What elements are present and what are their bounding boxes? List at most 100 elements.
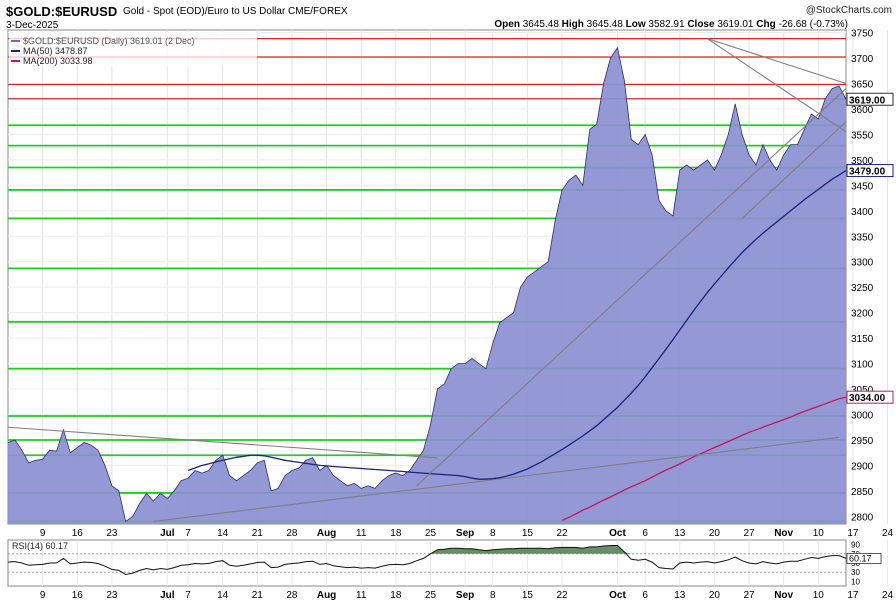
chart-description: Gold - Spot (EOD)/Euro to US Dollar CME/…: [123, 6, 348, 17]
x-tick-label: 25: [425, 590, 437, 601]
y-tick-label: 3450: [851, 181, 874, 192]
trendlines: [7, 38, 847, 522]
chart-title: $GOLD:$EURUSD: [6, 4, 118, 19]
x-tick-label: 25: [425, 528, 437, 539]
y-tick-label: 3300: [851, 258, 874, 269]
x-tick-label: 20: [709, 590, 721, 601]
x-tick-label: 9: [40, 528, 46, 539]
y-tick-label: 3050: [851, 385, 874, 396]
x-tick-label: 8: [490, 590, 496, 601]
rsi-y-tick: 30: [851, 568, 860, 577]
rsi-y-tick: 10: [851, 577, 860, 586]
x-tick-label: Jul: [160, 528, 175, 539]
trendline: [741, 121, 847, 219]
trendline: [153, 436, 840, 522]
y-tick-label: 3350: [851, 232, 874, 243]
legend-label: $GOLD:$EURUSD (Daily) 3619.01 (2 Dec): [23, 36, 195, 46]
y-tick-label: 2900: [851, 461, 874, 472]
x-tick-label: 27: [743, 590, 755, 601]
legend: $GOLD:$EURUSD (Daily) 3619.01 (2 Dec)MA(…: [9, 32, 257, 66]
x-tick-label: Oct: [609, 528, 626, 539]
x-tick-label: 22: [556, 528, 568, 539]
y-tick-label: 3700: [851, 54, 874, 65]
trendline: [707, 38, 847, 133]
x-tick-label: Aug: [317, 528, 336, 539]
rsi-callout-box: [846, 553, 882, 564]
y-tick-label: 2800: [851, 512, 874, 523]
x-tick-label: 28: [286, 528, 298, 539]
y-tick-label: 3000: [851, 411, 874, 422]
moving-averages: [187, 170, 847, 521]
price-area-fill: [8, 47, 846, 525]
price-area: [7, 46, 847, 525]
x-tick-label: 9: [40, 590, 46, 601]
x-tick-label: 28: [286, 590, 298, 601]
x-tick-label: 15: [522, 590, 534, 601]
legend-label: MA(50) 3478.87: [23, 46, 88, 56]
trendline: [7, 426, 438, 459]
ohlc-label: Close: [687, 19, 715, 30]
trendline: [416, 88, 847, 487]
y-tick-label: 3250: [851, 283, 874, 294]
x-tick-label: 18: [390, 528, 402, 539]
ohlc-readout: Open 3645.48 High 3645.48 Low 3582.91 Cl…: [494, 19, 848, 30]
x-tick-label: 11: [356, 528, 367, 539]
ma50-callout: 3479.00: [849, 167, 886, 178]
x-tick-label: Sep: [456, 590, 474, 601]
x-tick-label: 16: [72, 590, 84, 601]
x-tick-label: 6: [642, 590, 648, 601]
last-price-callout: 3619.00: [849, 95, 886, 106]
x-tick-label: 23: [106, 528, 118, 539]
x-tick-label: 21: [252, 528, 264, 539]
x-tick-label: 22: [556, 590, 568, 601]
ohlc-label: Open: [494, 19, 520, 30]
price-line: [7, 46, 847, 523]
x-tick-label: Nov: [774, 528, 793, 539]
x-tick-label: 24: [882, 528, 894, 539]
x-tick-label: Oct: [609, 590, 626, 601]
x-tick-label: 14: [217, 590, 229, 601]
ma50-line: [187, 170, 847, 480]
x-tick-label: 14: [217, 528, 229, 539]
ohlc-value: 3645.48: [583, 19, 626, 30]
x-tick-label: Sep: [456, 528, 474, 539]
rsi-label: RSI(14) 60.17: [12, 541, 68, 551]
y-tick-label: 3750: [851, 29, 874, 40]
rsi-callout: 60.17: [849, 553, 872, 563]
ma200-line: [561, 396, 847, 521]
x-tick-label: 13: [674, 590, 686, 601]
x-tick-label: 24: [882, 590, 894, 601]
x-tick-label: 17: [847, 590, 859, 601]
y-tick-label: 3650: [851, 79, 874, 90]
x-tick-label: 7: [185, 590, 191, 601]
chart-date: 3-Dec-2025: [6, 20, 59, 31]
rsi-y-tick: 90: [851, 541, 860, 550]
y-tick-label: 3150: [851, 334, 874, 345]
x-tick-label: 23: [106, 590, 118, 601]
y-tick-label: 3100: [851, 360, 874, 371]
x-tick-label: 20: [709, 528, 721, 539]
y-tick-label: 3500: [851, 156, 874, 167]
ma200-callout-box: [846, 390, 894, 404]
ohlc-value: 3619.01: [714, 19, 757, 30]
axes: 2800 2850 2900 2950 3000 3050 3100 3150 3200 3250…: [40, 29, 894, 601]
x-tick-label: 13: [674, 528, 686, 539]
rsi-line: [7, 545, 847, 576]
x-tick-label: Aug: [317, 590, 336, 601]
x-tick-label: 21: [252, 590, 264, 601]
x-tick-label: 27: [743, 528, 755, 539]
trendline: [707, 38, 847, 84]
x-tick-label: 11: [356, 590, 367, 601]
ohlc-label: Chg: [756, 19, 776, 30]
ohlc-value: -26.68 (-0.73%): [775, 19, 849, 30]
ohlc-label: High: [561, 19, 584, 30]
ma50-callout-box: [846, 164, 894, 178]
ohlc-value: 3645.48: [519, 19, 562, 30]
y-tick-label: 3550: [851, 130, 874, 141]
ohlc-label: Low: [625, 19, 646, 30]
x-tick-label: 10: [813, 590, 825, 601]
y-tick-label: 3400: [851, 207, 874, 218]
x-tick-label: 16: [72, 528, 84, 539]
